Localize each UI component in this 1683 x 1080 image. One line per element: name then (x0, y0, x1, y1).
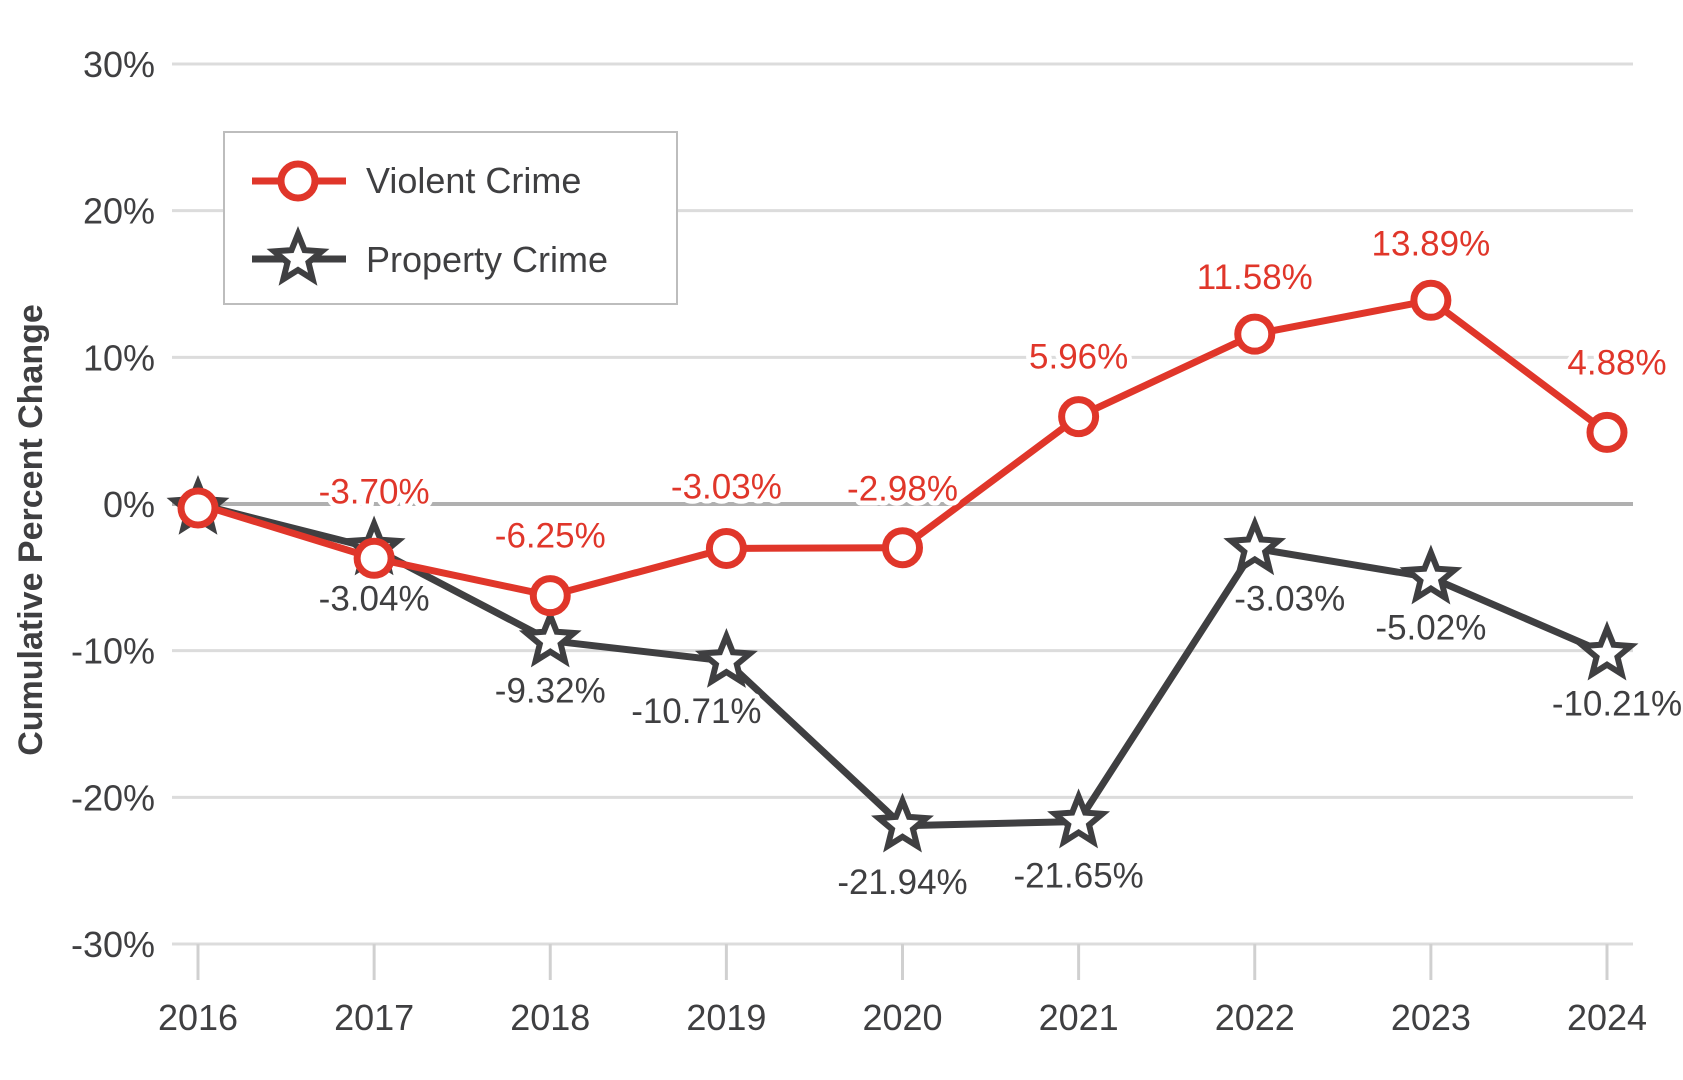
y-tick-label: -30% (71, 924, 155, 965)
y-tick-label: 30% (83, 44, 155, 85)
data-label: -10.71% (631, 692, 761, 731)
legend-label-violent: Violent Crime (366, 160, 581, 201)
x-tick-label: 2021 (1039, 997, 1119, 1038)
data-label: -21.65% (1013, 857, 1143, 896)
data-label: 4.88% (1567, 343, 1666, 382)
x-tick-label: 2019 (686, 997, 766, 1038)
circle-marker (353, 537, 395, 579)
data-label: -21.94% (837, 863, 967, 902)
circle-marker (882, 527, 923, 569)
circle-marker (1410, 279, 1452, 321)
star-marker (871, 792, 934, 853)
data-labels: -3.70% -6.25% -3.03% -2.98% 5.96% 11.58% 13.89… (314, 219, 1683, 907)
x-tick-label: 2023 (1391, 997, 1471, 1038)
legend-circle-icon (277, 160, 319, 202)
star-marker (1575, 620, 1639, 681)
circle-marker (177, 487, 219, 529)
data-label: 5.96% (1029, 338, 1128, 377)
legend: Violent Crime Property Crime (223, 131, 678, 305)
y-tick-label: 0% (103, 484, 155, 525)
data-label: -5.02% (1375, 609, 1486, 648)
y-tick-label: -20% (71, 777, 155, 818)
circle-marker (705, 527, 747, 569)
data-label: -9.32% (495, 672, 606, 711)
legend-label-property: Property Crime (366, 239, 608, 280)
legend-star-icon (266, 225, 330, 286)
data-label: -3.03% (1234, 579, 1345, 618)
y-axis-label: Cumulative Percent Change (12, 304, 50, 756)
y-axis-ticks: 30% 20% 10% 0% -10% -20% -30% (71, 44, 155, 965)
data-label: 13.89% (1372, 224, 1491, 263)
circle-marker (1234, 313, 1276, 355)
x-tick-label: 2016 (158, 997, 238, 1038)
x-tick-label: 2018 (510, 997, 590, 1038)
data-label: -3.04% (319, 580, 430, 619)
y-tick-label: -10% (71, 631, 155, 672)
star-marker (518, 607, 582, 668)
x-tick-label: 2024 (1567, 997, 1647, 1038)
star-marker (1223, 515, 1287, 576)
data-label: -2.98% (847, 470, 958, 509)
x-tick-label: 2022 (1215, 997, 1295, 1038)
series-lines (166, 279, 1639, 853)
star-marker (694, 628, 758, 688)
data-label: -3.03% (671, 467, 782, 506)
y-tick-label: 20% (83, 191, 155, 232)
x-tick-label: 2017 (334, 997, 414, 1038)
circle-marker (1586, 411, 1628, 453)
data-label: -3.70% (319, 472, 430, 511)
star-marker (1399, 544, 1463, 605)
circle-marker (1058, 396, 1100, 438)
star-marker (1047, 788, 1111, 849)
series-violent-crime (177, 279, 1628, 617)
data-label: -6.25% (495, 517, 606, 556)
x-axis-ticks: 2016 2017 2018 2019 2020 2021 2022 2023 2024 (158, 944, 1647, 1038)
data-label: 11.58% (1197, 258, 1313, 297)
y-tick-label: 10% (83, 337, 155, 378)
circle-marker (529, 575, 571, 617)
x-tick-label: 2020 (862, 997, 942, 1038)
data-label: -10.21% (1552, 685, 1682, 724)
